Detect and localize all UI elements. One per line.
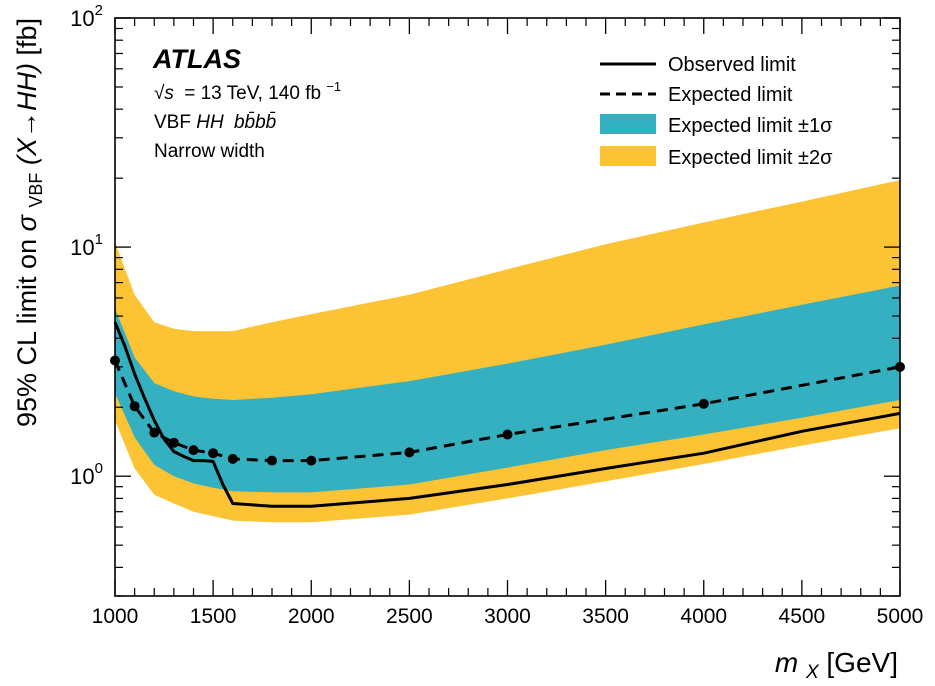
x-tick-label: 5000 [877,605,924,628]
energy-exponent: −1 [326,79,341,94]
x-tick-label: 4500 [779,605,826,628]
legend-1sigma-swatch [600,114,656,134]
x-tick-label: 2000 [288,605,335,628]
x-tick-label: 4000 [680,605,727,628]
expected-limit-point [698,398,709,409]
expected-limit-point [404,447,415,458]
y-tick-label: 102 [70,2,103,31]
y-axis-process: (X→HH) [12,63,42,165]
ticks-layer: 1000 1500 2000 2500 3000 3500 4000 4500 5000 100 1… [70,2,923,628]
x-tick-label: 3000 [484,605,531,628]
legend: Observed limit Expected limit Expected l… [600,54,833,169]
x-tick-label: 1000 [92,605,139,628]
y-axis-prefix: 95% CL limit on [12,231,42,427]
expected-limit-point [208,448,219,459]
expected-limit-point [168,437,179,448]
expected-limit-point [502,429,513,440]
y-tick-label: 101 [70,231,103,260]
y-axis-unit: [fb] [12,18,42,56]
process-prefix: VBF [154,112,196,133]
svg-text:√s = 13 TeV, 140 fb: √s = 13 TeV, 140 fb −1 [154,79,341,104]
band-1sigma [115,285,900,493]
expected-limit-point [129,401,140,412]
atlas-label: ATLAS [152,44,241,74]
y-axis-sub: VBF [26,173,46,208]
expected-limit-point [267,455,277,466]
process-final-state: bb̄bb̄ [234,112,276,133]
x-axis-var: m [775,647,798,678]
expected-limit-point [227,453,238,464]
x-axis-title: m X [GeV] [775,647,898,684]
energy-sqrt: √s [154,83,174,104]
energy-text: = 13 TeV, 140 fb [184,83,321,104]
x-tick-label: 2500 [386,605,433,628]
y-tick-label: 100 [70,460,103,489]
legend-expected-label: Expected limit [668,84,793,106]
x-axis-unit: [GeV] [826,647,898,678]
svg-text:VBF HH bb̄bb̄: VBF HH bb̄bb̄ [154,112,276,133]
y-axis-title: 95% CL limit on σ VBF (X→HH) [fb] [12,18,48,427]
bands-layer [115,180,900,523]
expected-limit-point [188,445,199,456]
x-tick-label: 1500 [190,605,237,628]
legend-1sigma-label: Expected limit ±1σ [668,115,833,137]
observed-limit-line [113,321,901,508]
x-axis-sub: X [805,662,820,683]
x-tick-label: 3500 [582,605,629,628]
process-hh: HH [196,112,224,133]
legend-2sigma-swatch [600,146,656,166]
legend-observed-label: Observed limit [668,54,796,76]
legend-2sigma-label: Expected limit ±2σ [668,147,833,169]
y-axis-sigma: σ [12,213,42,231]
expected-limit-point [306,455,317,466]
expected-limit-point [149,427,160,438]
process-annotation: VBF HH bb̄bb̄ [154,112,276,133]
energy-annotation: √s = 13 TeV, 140 fb −1 [154,79,341,104]
model-annotation: Narrow width [154,141,265,162]
